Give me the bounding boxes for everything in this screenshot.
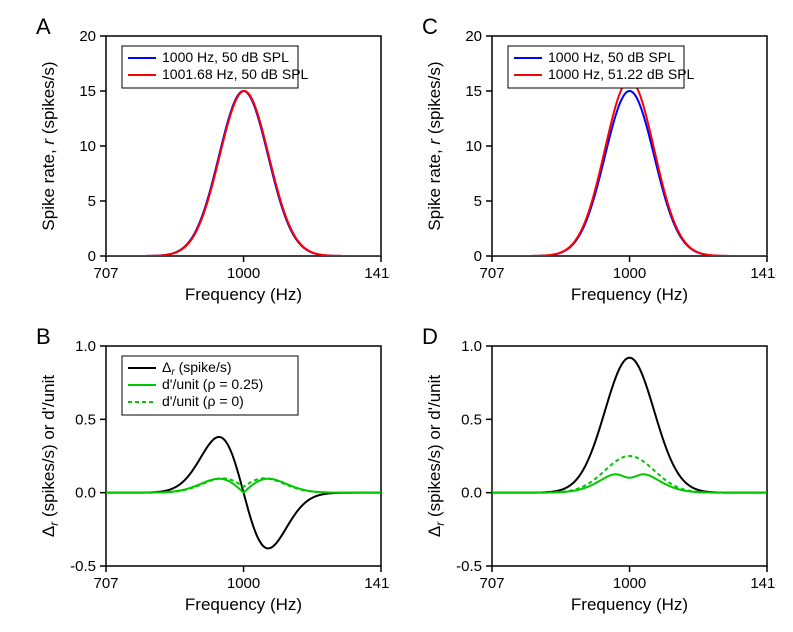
x-tick-label: 1414 — [364, 265, 390, 282]
x-tick-label: 1414 — [750, 575, 776, 592]
series-line — [106, 91, 381, 256]
x-tick-label: 1000 — [227, 265, 260, 282]
series-line — [492, 456, 767, 493]
x-axis-title: Frequency (Hz) — [185, 285, 302, 304]
y-tick-label: 0.0 — [75, 485, 96, 502]
legend-label: d'/unit (ρ = 0.25) — [162, 376, 263, 392]
series-group — [492, 80, 767, 256]
y-tick-label: 0 — [474, 248, 482, 265]
legend-label: d'/unit (ρ = 0) — [162, 393, 244, 409]
series-group — [106, 437, 381, 548]
panel-C: C 707 1000 1414 0 5 10 15 20 Frequency (Hz) Spike … — [416, 10, 776, 310]
legend-label: 1000 Hz, 50 dB SPL — [162, 49, 289, 65]
y-tick-label: 0.5 — [461, 411, 482, 428]
y-tick-label: 15 — [79, 83, 96, 100]
y-tick-label: -0.5 — [456, 558, 482, 575]
panel-D: D 707 1000 1414 -0.5 0.0 0.5 1.0 Frequency (Hz) Δ… — [416, 320, 776, 620]
x-tick-label: 1414 — [750, 265, 776, 282]
x-axis-title: Frequency (Hz) — [571, 595, 688, 614]
x-tick-label: 707 — [479, 265, 504, 282]
y-tick-label: 5 — [88, 193, 96, 210]
y-axis-title: Δr (spikes/s) or d'/unit — [425, 375, 447, 537]
series-line — [106, 91, 381, 256]
panel-letter-D: D — [422, 324, 438, 349]
x-axis-title: Frequency (Hz) — [571, 285, 688, 304]
series-group — [492, 358, 767, 493]
x-tick-label: 707 — [93, 265, 118, 282]
y-tick-label: 15 — [465, 83, 482, 100]
y-tick-label: 5 — [474, 193, 482, 210]
y-tick-label: 0 — [88, 248, 96, 265]
y-tick-label: 10 — [79, 138, 96, 155]
y-axis-title: Spike rate, r (spikes/s) — [425, 61, 444, 230]
y-tick-label: 1.0 — [75, 338, 96, 355]
y-tick-label: 0.5 — [75, 411, 96, 428]
series-line — [492, 91, 767, 256]
x-tick-label: 1000 — [227, 575, 260, 592]
series-line — [492, 80, 767, 256]
legend-label: 1001.68 Hz, 50 dB SPL — [162, 66, 309, 82]
figure-container: A 707 1000 1414 0 5 10 15 20 Frequency (Hz) Spike … — [0, 0, 793, 632]
series-group — [106, 91, 381, 256]
panel-letter-A: A — [36, 14, 51, 39]
y-tick-label: -0.5 — [70, 558, 96, 575]
y-axis-title: Δr (spikes/s) or d'/unit — [39, 375, 61, 537]
y-tick-label: 0.0 — [461, 485, 482, 502]
x-tick-label: 707 — [479, 575, 504, 592]
panel-letter-B: B — [36, 324, 51, 349]
y-tick-label: 20 — [465, 28, 482, 45]
x-tick-label: 1414 — [364, 575, 390, 592]
x-tick-label: 707 — [93, 575, 118, 592]
x-axis-title: Frequency (Hz) — [185, 595, 302, 614]
y-tick-label: 10 — [465, 138, 482, 155]
panel-letter-C: C — [422, 14, 438, 39]
legend-label: 1000 Hz, 51.22 dB SPL — [548, 66, 695, 82]
x-tick-label: 1000 — [613, 575, 646, 592]
series-line — [492, 474, 767, 492]
legend-label: 1000 Hz, 50 dB SPL — [548, 49, 675, 65]
series-line — [492, 358, 767, 493]
panel-A: A 707 1000 1414 0 5 10 15 20 Frequency (Hz) Spike … — [30, 10, 390, 310]
y-axis-title: Spike rate, r (spikes/s) — [39, 61, 58, 230]
panel-B: B 707 1000 1414 -0.5 0.0 0.5 1.0 Frequency (Hz) Δ… — [30, 320, 390, 620]
x-tick-label: 1000 — [613, 265, 646, 282]
y-tick-label: 1.0 — [461, 338, 482, 355]
y-tick-label: 20 — [79, 28, 96, 45]
